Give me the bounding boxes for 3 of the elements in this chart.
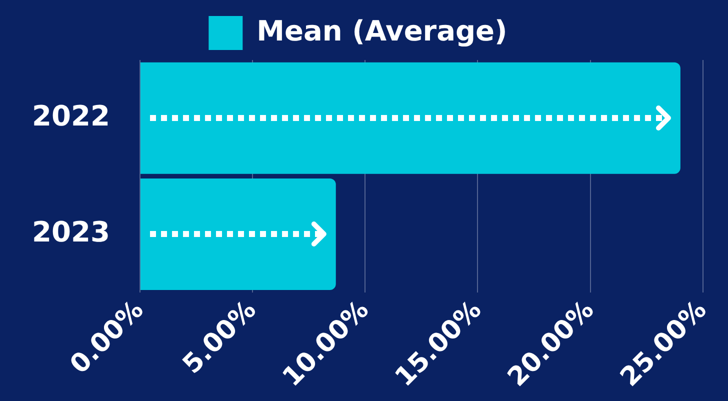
y-tick-label: 2023 bbox=[32, 216, 110, 249]
y-tick-label: 2022 bbox=[32, 99, 110, 132]
legend-label: Mean (Average) bbox=[256, 14, 508, 48]
